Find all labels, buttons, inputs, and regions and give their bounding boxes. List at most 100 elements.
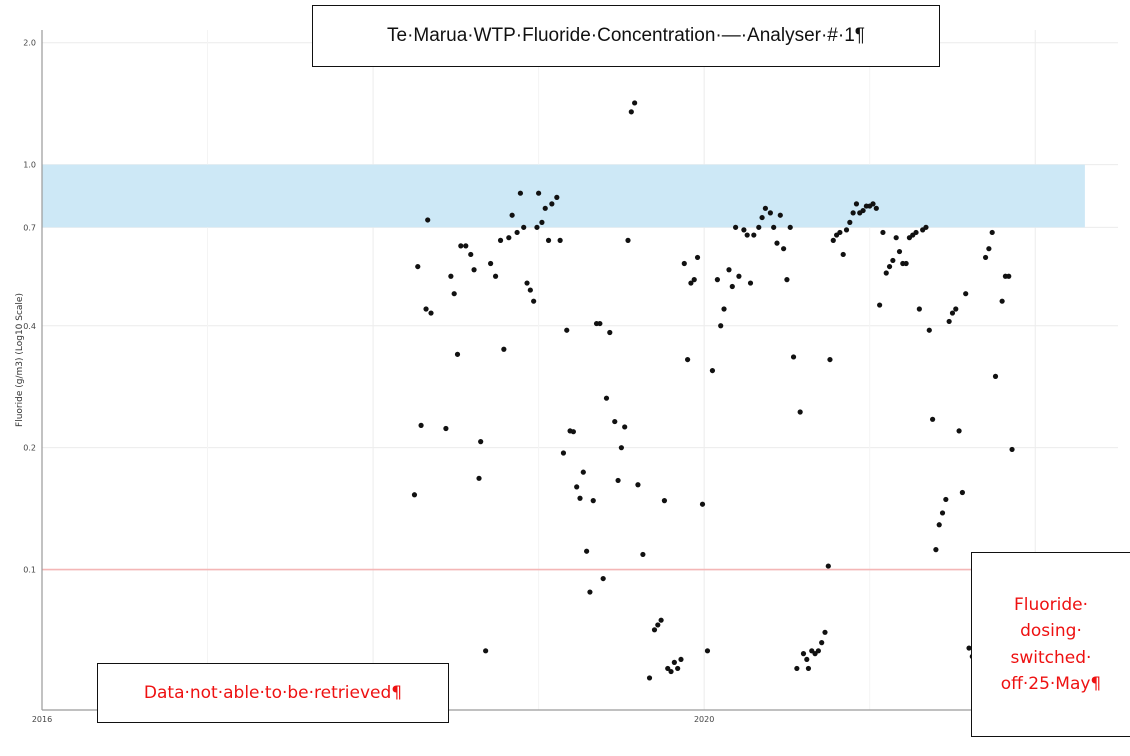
data-point: [777, 212, 783, 218]
data-point: [622, 424, 628, 430]
data-point: [448, 273, 454, 279]
data-point: [521, 224, 527, 230]
data-point: [1006, 273, 1012, 279]
data-point: [506, 235, 512, 241]
data-point: [946, 318, 952, 325]
data-point: [478, 439, 484, 445]
data-point: [685, 356, 691, 363]
data-point: [428, 310, 434, 316]
data-point: [675, 665, 681, 672]
annotation-line: dosing·: [1020, 621, 1082, 642]
data-point: [646, 675, 653, 681]
data-point: [425, 217, 431, 223]
data-point: [476, 475, 482, 481]
annotation-data-not-retrieved: Data·not·able·to·be·retrieved¶: [97, 663, 449, 723]
data-point: [554, 194, 560, 200]
data-point: [688, 280, 694, 286]
data-point: [468, 251, 474, 258]
data-point: [774, 240, 780, 246]
data-point: [658, 617, 664, 623]
data-point: [790, 354, 797, 360]
data-point: [640, 551, 646, 558]
y-tick-label: 2.0: [23, 39, 36, 48]
data-point: [756, 224, 762, 230]
data-point: [989, 229, 995, 236]
data-point: [800, 651, 807, 657]
data-point: [781, 246, 787, 252]
data-point: [612, 418, 618, 425]
data-point: [1009, 446, 1015, 453]
y-tick-label: 0.1: [23, 566, 36, 575]
data-point: [794, 665, 800, 672]
data-point: [729, 283, 735, 290]
data-point: [880, 229, 886, 236]
data-point: [890, 257, 896, 264]
data-point: [850, 210, 856, 216]
data-point: [873, 205, 879, 211]
data-point: [694, 254, 701, 261]
data-point: [600, 575, 606, 582]
data-point: [741, 227, 747, 233]
data-point: [916, 306, 922, 312]
data-point: [557, 237, 563, 243]
data-point: [603, 395, 610, 401]
data-point: [939, 510, 946, 516]
data-point: [628, 109, 634, 115]
y-axis-label: Fluoride (g/m3) (Log10 Scale): [15, 293, 25, 427]
data-point: [492, 273, 499, 279]
data-point: [949, 310, 956, 316]
y-tick-label: 0.2: [23, 444, 36, 453]
data-point: [539, 219, 545, 225]
data-point: [463, 243, 469, 249]
data-point: [726, 267, 732, 273]
y-tick-label: 1.0: [23, 161, 36, 170]
data-point: [992, 373, 999, 379]
chart-title: Te·Marua·WTP·Fluoride·Concentration·—·An…: [312, 5, 940, 67]
data-point: [847, 219, 853, 225]
data-point: [699, 501, 706, 507]
data-point: [751, 232, 757, 238]
data-point: [986, 246, 992, 252]
data-point: [762, 205, 769, 211]
y-tick-labels: 0.1 0.2 0.4 0.7 1.0 2.0: [23, 39, 36, 575]
data-point: [549, 201, 555, 207]
data-point: [966, 645, 972, 651]
data-point: [517, 190, 524, 196]
data-point: [886, 263, 893, 270]
annotation-line: switched·: [1010, 647, 1092, 668]
data-point: [982, 254, 989, 261]
data-point: [953, 306, 959, 312]
data-point: [718, 323, 724, 329]
x-tick-label: 2020: [694, 715, 714, 724]
data-point: [615, 477, 621, 484]
data-point: [822, 629, 828, 635]
data-point: [877, 302, 883, 308]
data-point: [497, 237, 504, 243]
y-tick-label: 0.7: [23, 223, 36, 232]
data-point: [570, 429, 576, 435]
data-point: [678, 656, 684, 663]
data-point: [691, 277, 697, 283]
data-point: [759, 214, 765, 221]
data-point: [923, 224, 929, 230]
data-point: [709, 367, 716, 374]
annotation-dosing-switched-off: Fluoride· dosing· switched· off·25·May¶: [971, 552, 1130, 737]
data-point: [956, 428, 962, 434]
data-point: [483, 648, 489, 654]
data-point: [744, 232, 750, 238]
data-point: [524, 280, 530, 286]
data-point: [584, 548, 590, 554]
data-point: [651, 627, 658, 633]
data-point: [415, 263, 421, 270]
data-point: [784, 277, 790, 283]
data-point: [767, 210, 773, 216]
data-point: [671, 659, 677, 665]
data-point: [458, 243, 464, 249]
data-point: [929, 416, 936, 422]
data-point: [560, 450, 567, 456]
data-point: [843, 227, 850, 233]
data-point: [893, 235, 899, 241]
data-point: [564, 327, 570, 333]
data-point: [860, 207, 866, 214]
